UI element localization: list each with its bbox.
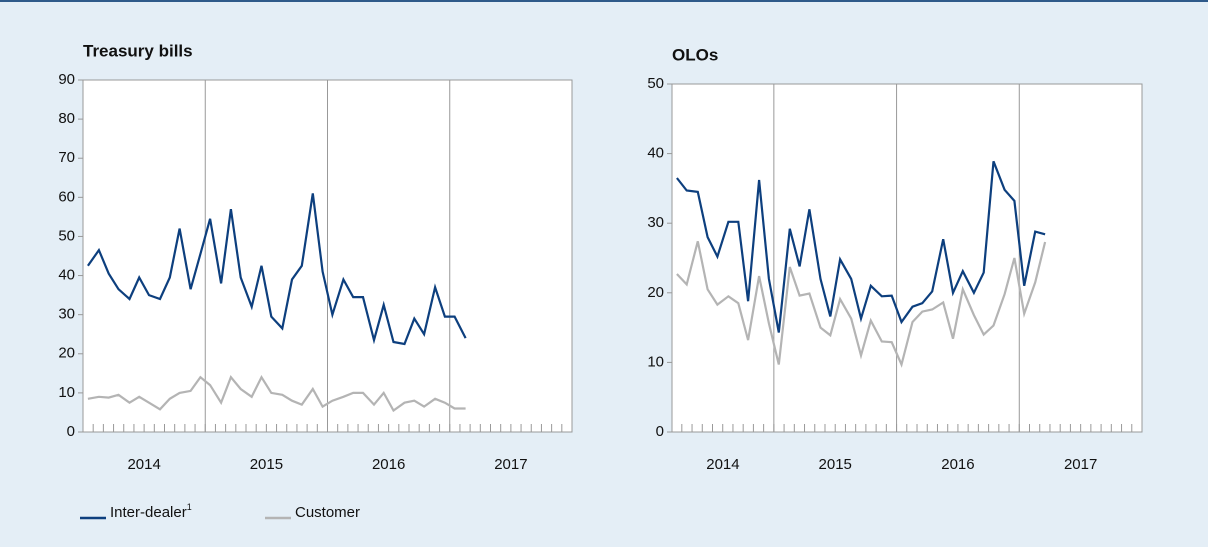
y-tick-label: 30	[647, 214, 664, 231]
legend-label: Inter-dealer1	[110, 502, 192, 521]
y-tick-label: 0	[656, 423, 664, 440]
x-tick-label: 2017	[1064, 456, 1097, 473]
series-line	[86, 193, 467, 346]
y-tick-label: 10	[58, 384, 75, 401]
x-tick-label: 2014	[706, 456, 739, 473]
y-tick-label: 40	[58, 267, 75, 284]
legend-name: Inter-dealer	[110, 504, 187, 521]
legend-label: Customer	[295, 504, 360, 521]
y-tick-label: 80	[58, 110, 75, 127]
y-tick-label: 50	[647, 75, 664, 92]
x-tick-label: 2015	[819, 456, 852, 473]
series-line	[676, 241, 1047, 368]
legend-name: Customer	[295, 504, 360, 521]
series-line	[87, 374, 466, 413]
plot-area	[671, 83, 1143, 433]
x-tick-label: 2017	[494, 456, 527, 473]
y-tick-label: 20	[647, 284, 664, 301]
y-tick-label: 10	[647, 353, 664, 370]
y-tick-label: 30	[58, 306, 75, 323]
chart-title: OLOs	[672, 45, 718, 64]
y-tick-label: 40	[647, 145, 664, 162]
x-tick-label: 2015	[250, 456, 283, 473]
x-tick-label: 2016	[941, 456, 974, 473]
y-tick-label: 0	[67, 423, 75, 440]
chart-title: Treasury bills	[83, 41, 193, 60]
series-line	[676, 160, 1046, 333]
x-tick-label: 2014	[127, 456, 160, 473]
y-tick-label: 60	[58, 188, 75, 205]
y-tick-label: 20	[58, 345, 75, 362]
legend-note: 1	[187, 502, 192, 512]
y-tick-label: 70	[58, 149, 75, 166]
x-tick-label: 2016	[372, 456, 405, 473]
y-tick-label: 50	[58, 227, 75, 244]
y-tick-label: 90	[58, 71, 75, 88]
